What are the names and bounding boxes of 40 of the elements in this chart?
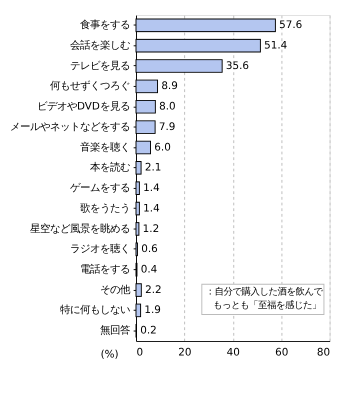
y-tick-label: 本を読む	[90, 162, 130, 174]
data-label: 8.9	[161, 80, 178, 92]
annotation: もっとも「至福を感じた」	[213, 300, 322, 311]
data-label: 35.6	[226, 60, 250, 72]
data-label: 0.6	[141, 243, 158, 256]
data-label: 1.4	[143, 202, 160, 214]
data-label: 51.4	[264, 39, 288, 52]
y-tick-label: テレビを見る	[70, 60, 130, 72]
y-tick-label: その他	[100, 284, 130, 296]
y-tick-label: 星空など風景を眺める	[30, 222, 130, 235]
y-tick-label: ラジオを聴く	[70, 243, 130, 256]
data-label: 1.4	[143, 182, 160, 194]
data-label: 2.2	[145, 284, 162, 296]
data-label: 1.9	[144, 304, 161, 316]
data-label: 1.2	[142, 222, 160, 235]
y-tick-label: メールやネットなどをする	[10, 120, 130, 133]
y-tick-label: 会話を楽しむ	[70, 39, 130, 52]
data-label: 57.6	[279, 19, 302, 32]
y-tick-label: 電話をする	[80, 264, 130, 276]
x-tick-label: 40	[226, 346, 240, 359]
data-label: 8.0	[159, 100, 176, 113]
y-tick-label: 何もせずくつろぐ	[50, 80, 130, 92]
y-tick-label: 食事をする	[80, 19, 130, 32]
data-label: 0.2	[140, 324, 157, 337]
x-tick-label: 0	[136, 346, 144, 359]
data-label: 2.1	[144, 162, 162, 174]
y-tick-label: ゲームをする	[70, 182, 130, 194]
x-tick-label: 60	[275, 346, 288, 359]
x-tick-label: 80	[316, 346, 330, 359]
data-label: 7.9	[158, 120, 176, 133]
y-tick-label: 特に何もしない	[60, 304, 130, 316]
annotation: ：自分で購入した酒を飲んで	[206, 286, 324, 298]
x-axis-title: (%)	[100, 348, 119, 360]
x-tick-label: 20	[178, 346, 192, 359]
y-tick-label: 無回答	[100, 324, 130, 337]
y-tick-label: ビデオやDVDを見る	[36, 100, 130, 113]
data-label: 0.4	[140, 264, 158, 276]
y-tick-label: 歌をうたう	[80, 202, 130, 214]
y-tick-label: 音楽を聴く	[80, 141, 130, 154]
data-label: 6.0	[154, 141, 171, 154]
